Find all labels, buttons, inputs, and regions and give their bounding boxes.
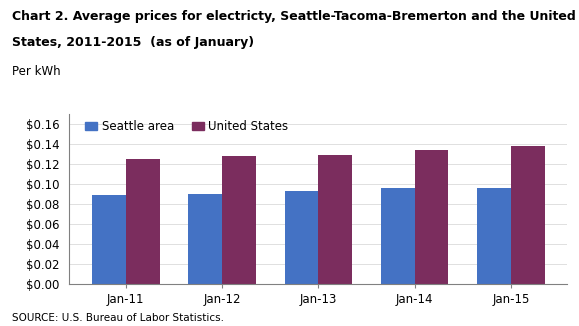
Legend: Seattle area, United States: Seattle area, United States: [85, 120, 288, 133]
Bar: [381, 188, 415, 284]
Bar: [318, 155, 352, 284]
Text: Per kWh: Per kWh: [12, 65, 60, 78]
Text: States, 2011-2015  (as of January): States, 2011-2015 (as of January): [12, 36, 254, 49]
Bar: [415, 150, 449, 284]
Bar: [126, 159, 160, 284]
Text: SOURCE: U.S. Bureau of Labor Statistics.: SOURCE: U.S. Bureau of Labor Statistics.: [12, 313, 223, 323]
Bar: [188, 194, 222, 284]
Bar: [477, 188, 511, 284]
Bar: [285, 191, 318, 284]
Bar: [92, 195, 126, 284]
Text: Chart 2. Average prices for electricty, Seattle-Tacoma-Bremerton and the United: Chart 2. Average prices for electricty, …: [12, 10, 576, 23]
Bar: [511, 146, 545, 284]
Bar: [222, 156, 256, 284]
